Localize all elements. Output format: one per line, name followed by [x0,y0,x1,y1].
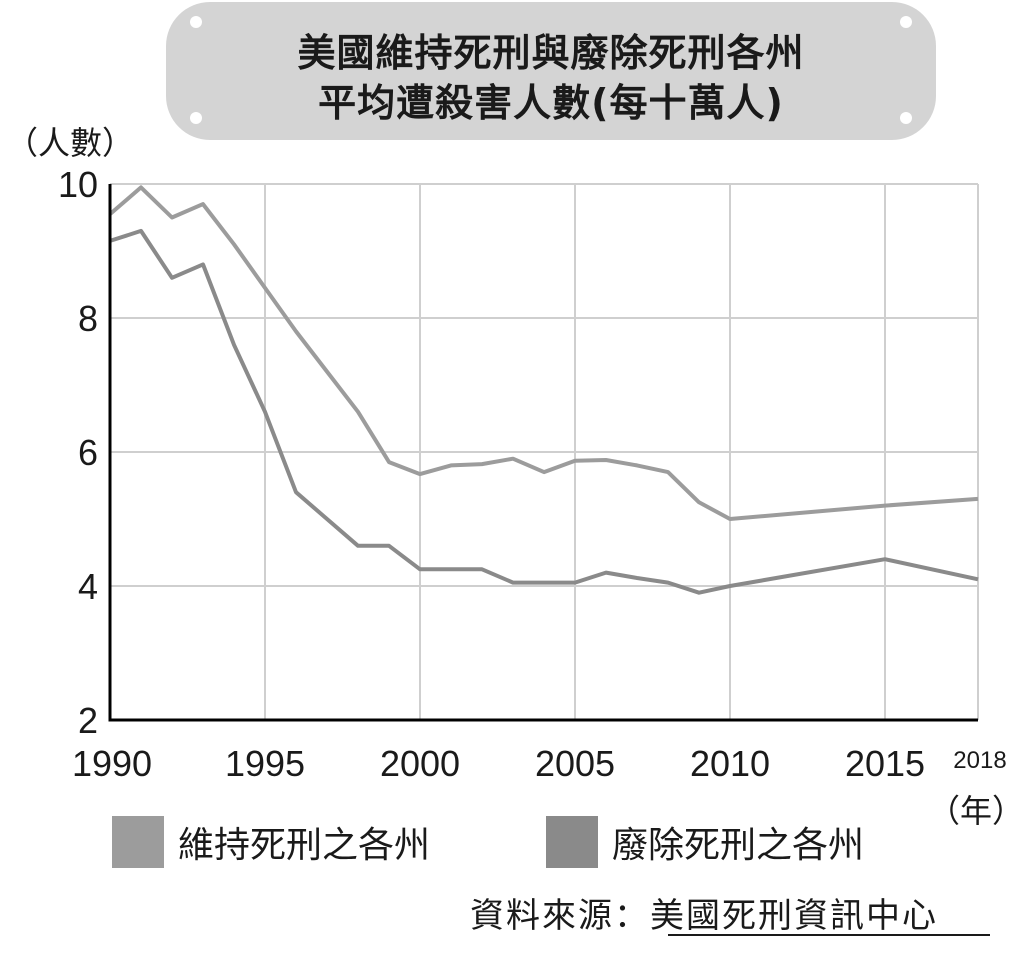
x-axis-unit-label: （年） [928,792,1024,830]
x-tick-label-2000: 2000 [380,743,460,784]
y-tick-label-10: 10 [58,164,98,205]
pin-dot-bottom-right [900,112,912,124]
legend-swatch-retain [112,816,164,868]
pin-dot-top-left [190,16,202,28]
legend-swatch-abolish [546,816,598,868]
chart-title-line-2: 平均遭殺害人數(每十萬人) [318,81,784,125]
source-label: 資料來源： [470,896,650,936]
legend-label-abolish: 廢除死刑之各州 [612,825,865,866]
source-underline [668,934,990,936]
y-axis-unit-label: （人數） [6,124,135,162]
x-tick-label-2015: 2015 [845,743,925,784]
pin-dot-top-right [900,16,912,28]
legend-item-abolish: 廢除死刑之各州 [546,816,864,868]
x-tick-label-1995: 1995 [225,743,305,784]
series-line-0 [108,185,979,521]
x-tick-label-2018: 2018 [953,747,1006,774]
x-tick-label-2005: 2005 [535,743,615,784]
y-tick-label-4: 4 [78,566,98,607]
y-tick-label-2: 2 [78,700,98,741]
series-line-1 [109,228,979,595]
x-tick-label-1990: 1990 [72,743,152,784]
x-tick-label-2010: 2010 [690,743,770,784]
y-tick-label-6: 6 [78,432,98,473]
pin-dot-bottom-left [190,112,202,124]
chart-title-line-1: 美國維持死刑與廢除死刑各州 [297,31,805,75]
source-name: 美國死刑資訊中心 [650,896,938,936]
legend-label-retain: 維持死刑之各州 [178,825,431,866]
y-tick-label-8: 8 [78,298,98,339]
source-credit: 資料來源：美國死刑資訊中心 [470,888,938,937]
title-banner [166,2,936,140]
legend-item-retain: 維持死刑之各州 [112,816,430,868]
